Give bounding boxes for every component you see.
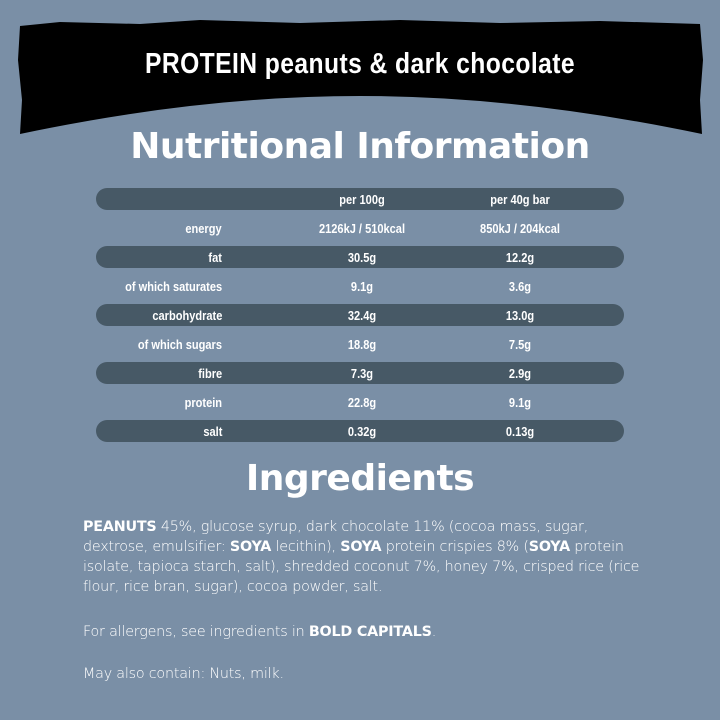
value-per-bar: 2.9g [508, 366, 532, 381]
table-row: fibre 7.3g 2.9g [96, 359, 624, 388]
value-per-bar: 0.13g [505, 424, 535, 439]
table-row: salt 0.32g 0.13g [96, 417, 624, 446]
allergen-bold: BOLD CAPITALS [308, 624, 432, 640]
value-per-bar: 850kJ / 204kcal [480, 221, 560, 236]
nutrition-table: per 100g per 40g bar energy 2126kJ / 510k… [96, 185, 624, 446]
allergen-suffix: . [431, 624, 437, 640]
may-contain-note: May also contain: Nuts, milk. [83, 666, 284, 682]
value-per-100g: 0.32g [347, 424, 377, 439]
table-row: of which saturates 9.1g 3.6g [96, 272, 624, 301]
allergen-word: SOYA [528, 539, 570, 555]
ingredient-text: 45%, glucose syrup, dark chocolate 11% (… [83, 519, 589, 555]
value-per-bar: 12.2g [505, 250, 535, 265]
header-per-bar: per 40g bar [490, 192, 550, 207]
allergen-word: SOYA [229, 539, 272, 555]
table-header-row: per 100g per 40g bar [96, 185, 624, 214]
value-per-100g: 30.5g [347, 250, 377, 265]
ingredients-heading: Ingredients [245, 458, 475, 499]
nutrient-label: fibre [198, 366, 222, 381]
header-per-100g: per 100g [339, 192, 385, 207]
nutrient-label: protein [184, 395, 222, 410]
table-row: of which sugars 18.8g 7.5g [96, 330, 624, 359]
value-per-bar: 13.0g [505, 308, 535, 323]
allergen-prefix: For allergens, see ingredients in [83, 624, 309, 640]
banner-brush-stroke [18, 20, 703, 134]
allergen-note: For allergens, see ingredients in BOLD C… [83, 622, 643, 642]
nutrient-label: of which sugars [137, 337, 222, 352]
nutrient-label: carbohydrate [151, 308, 222, 323]
ingredients-text: PEANUTS 45%, glucose syrup, dark chocola… [83, 517, 643, 597]
value-per-100g: 9.1g [350, 279, 374, 294]
allergen-word: PEANUTS [83, 519, 157, 535]
value-per-bar: 7.5g [508, 337, 532, 352]
nutrient-label: fat [208, 250, 222, 265]
value-per-bar: 9.1g [508, 395, 532, 410]
table-row: protein 22.8g 9.1g [96, 388, 624, 417]
table-row: carbohydrate 32.4g 13.0g [96, 301, 624, 330]
nutrient-label: salt [202, 424, 222, 439]
allergen-word: SOYA [340, 539, 382, 555]
value-per-100g: 2126kJ / 510kcal [318, 221, 406, 236]
ingredient-text: protein isolate, tapioca starch, salt), … [83, 539, 640, 595]
value-per-100g: 22.8g [347, 395, 377, 410]
ingredient-text: lecithin), [271, 539, 341, 555]
value-per-100g: 18.8g [347, 337, 377, 352]
nutrient-label: of which saturates [124, 279, 222, 294]
nutrient-label: energy [185, 221, 222, 236]
value-per-100g: 32.4g [347, 308, 377, 323]
ingredient-text: protein crispies 8% ( [381, 539, 529, 555]
product-title: PROTEIN peanuts & dark chocolate [144, 48, 575, 80]
table-row: energy 2126kJ / 510kcal 850kJ / 204kcal [96, 214, 624, 243]
value-per-100g: 7.3g [350, 366, 374, 381]
nutrition-heading: Nutritional Information [130, 126, 590, 167]
table-row: fat 30.5g 12.2g [96, 243, 624, 272]
value-per-bar: 3.6g [508, 279, 532, 294]
